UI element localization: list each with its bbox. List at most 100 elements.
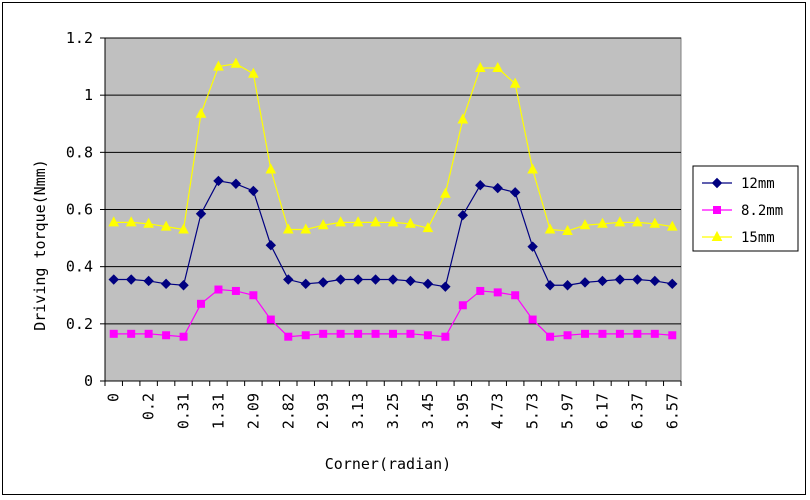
data-point: [125, 216, 137, 227]
data-point: [335, 216, 346, 227]
data-point: [441, 332, 450, 341]
data-point: [300, 278, 311, 290]
data-point: [562, 280, 573, 291]
data-point: [335, 274, 346, 285]
data-point: [544, 223, 556, 234]
data-point: [283, 274, 294, 285]
data-point: [649, 217, 661, 228]
data-point: [668, 331, 677, 340]
data-point: [249, 291, 258, 300]
data-point: [563, 331, 572, 340]
data-point: [598, 329, 607, 338]
data-point: [389, 329, 397, 338]
data-point: [667, 278, 678, 290]
data-point: [457, 210, 469, 221]
data-point: [248, 185, 259, 197]
data-point: [528, 315, 537, 324]
data-point: [336, 329, 345, 338]
gridlines: [100, 37, 681, 382]
data-point: [214, 285, 223, 294]
y-tick-labels: 0 0.2 0.4 0.6 0.8 1 1.2: [66, 29, 93, 390]
legend-entry-label: 12mm: [741, 176, 775, 192]
data-point: [352, 216, 364, 227]
y-tick-label: 0: [84, 372, 93, 390]
y-axis-label: Driving torque(Nmm): [31, 159, 49, 331]
data-point: [230, 178, 242, 189]
data-point: [387, 216, 399, 227]
x-tick-label: 3.45: [419, 393, 437, 429]
data-point: [127, 329, 136, 338]
chart-frame: 0 0.2 0.4 0.6 0.8 1 1.2 0 0.2 0.31 1.31 2.09 2.82 2.…: [2, 2, 806, 495]
data-point: [352, 274, 364, 285]
data-point: [213, 175, 224, 187]
data-point: [301, 331, 310, 340]
series-layer: [108, 57, 678, 341]
data-point: [143, 275, 154, 287]
data-point: [213, 60, 224, 71]
data-point: [474, 61, 486, 73]
data-point: [300, 223, 312, 234]
data-point: [650, 329, 659, 338]
data-point: [405, 217, 416, 228]
y-tick-label: 0.8: [66, 143, 93, 161]
series-15mm: [108, 57, 678, 235]
data-point: [108, 274, 119, 285]
data-point: [597, 217, 608, 228]
data-point: [144, 329, 153, 338]
data-point: [493, 288, 502, 297]
legend: 12mm 8.2mm 15mm: [692, 165, 799, 252]
data-point: [579, 219, 591, 230]
data-point: [405, 275, 416, 287]
data-point: [178, 280, 189, 291]
x-tick-label: 5.97: [559, 393, 577, 429]
data-point: [440, 187, 451, 198]
data-point: [527, 241, 538, 252]
data-point: [179, 332, 188, 341]
y-tick-label: 0.4: [66, 258, 93, 276]
data-point: [230, 57, 242, 68]
data-point: [370, 274, 381, 285]
data-point: [476, 286, 485, 295]
data-point: [666, 220, 678, 231]
data-point: [511, 291, 520, 300]
data-point: [282, 223, 294, 234]
series-8-2mm: [109, 285, 677, 341]
data-point: [265, 163, 277, 174]
x-tick-label: 6.57: [663, 393, 681, 429]
data-point: [108, 216, 120, 227]
data-point: [265, 240, 277, 251]
data-point: [195, 208, 207, 219]
x-tick-label: 6.37: [628, 393, 646, 429]
data-point: [195, 107, 207, 118]
data-point: [266, 315, 275, 324]
x-tick-label: 4.73: [489, 393, 507, 429]
data-point: [632, 274, 643, 285]
legend-entry-label: 15mm: [741, 230, 775, 246]
x-tick-label: 5.73: [524, 393, 542, 429]
data-point: [527, 163, 538, 174]
x-tick-label: 1.31: [209, 393, 227, 429]
data-point: [562, 224, 573, 235]
x-tick-label: 2.93: [314, 393, 332, 429]
series-12mm: [108, 175, 678, 292]
y-tick-label: 1.2: [66, 29, 93, 47]
data-point: [597, 275, 608, 287]
data-point: [371, 329, 380, 338]
data-point: [370, 216, 381, 227]
x-tick-label: 2.82: [279, 393, 297, 429]
data-point: [160, 278, 172, 290]
data-point: [406, 329, 415, 338]
axes: [104, 38, 682, 386]
data-point: [354, 329, 363, 338]
data-point: [581, 329, 589, 338]
data-point: [546, 332, 555, 341]
data-point: [197, 299, 205, 308]
data-point: [440, 281, 451, 292]
data-point: [387, 274, 399, 285]
data-point: [713, 206, 721, 214]
data-point: [711, 230, 723, 241]
data-point: [284, 332, 293, 341]
data-point: [125, 274, 137, 285]
data-point: [317, 219, 329, 230]
data-point: [143, 217, 154, 228]
